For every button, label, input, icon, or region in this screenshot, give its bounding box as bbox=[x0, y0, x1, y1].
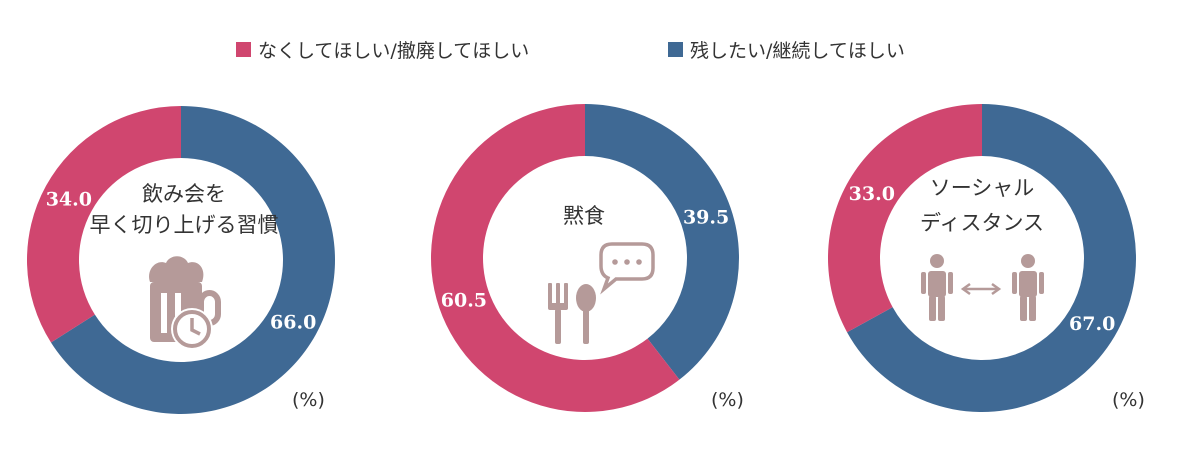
legend-label-keep: 残したい/継続してほしい bbox=[690, 40, 905, 62]
legend-label-remove: なくしてほしい/撤廃してほしい bbox=[258, 40, 530, 62]
donut-chart-social-distance: 67.0 33.0 ソーシャル ディスタンス (%) bbox=[828, 104, 1145, 412]
donut-slice-keep bbox=[50, 106, 336, 415]
data-label-keep: 39.5 bbox=[683, 207, 729, 229]
legend-swatch-remove bbox=[236, 42, 251, 57]
donut-ring-social-distance: 67.0 33.0 bbox=[828, 104, 1136, 412]
unit-label-2: (%) bbox=[711, 389, 744, 411]
center-label-line-2: 早く切り上げる習慣 bbox=[90, 213, 279, 237]
center-label-line-1: ソーシャル bbox=[930, 176, 1035, 200]
beer-mug-clock-icon bbox=[149, 256, 221, 350]
data-label-remove: 33.0 bbox=[849, 183, 895, 205]
center-label-line-2: ディスタンス bbox=[920, 211, 1044, 235]
donut-slice-remove bbox=[27, 106, 182, 343]
social-distance-icon bbox=[921, 254, 1044, 321]
donut-ring-silent-eating: 39.5 60.5 bbox=[430, 104, 739, 413]
data-label-keep: 66.0 bbox=[270, 312, 316, 334]
donut-slice-remove bbox=[828, 104, 982, 333]
donut-slice-remove bbox=[430, 104, 680, 413]
data-label-remove: 34.0 bbox=[46, 188, 92, 210]
unit-label-1: (%) bbox=[292, 389, 325, 411]
donut-slice-keep bbox=[847, 104, 1136, 412]
cutlery-speech-bubble-icon bbox=[548, 242, 655, 344]
center-label-line-1: 黙食 bbox=[563, 204, 605, 228]
legend: なくしてほしい/撤廃してほしい 残したい/継続してほしい bbox=[0, 36, 1200, 66]
legend-swatch-keep bbox=[668, 42, 683, 57]
data-label-remove: 60.5 bbox=[441, 289, 487, 311]
donut-chart-drinking-party: 66.0 34.0 飲み会を 早く切り上げる習慣 (%) bbox=[27, 106, 336, 415]
data-label-keep: 67.0 bbox=[1069, 313, 1115, 335]
donut-chart-silent-eating: 39.5 60.5 黙食 (%) bbox=[430, 104, 744, 413]
legend-item-remove: なくしてほしい/撤廃してほしい bbox=[236, 36, 529, 63]
unit-label-3: (%) bbox=[1112, 389, 1145, 411]
center-label-line-1: 飲み会を bbox=[142, 182, 226, 206]
donut-slice-keep bbox=[585, 104, 739, 380]
donut-ring-drinking-party: 66.0 34.0 bbox=[27, 106, 336, 415]
legend-item-keep: 残したい/継続してほしい bbox=[668, 36, 905, 63]
